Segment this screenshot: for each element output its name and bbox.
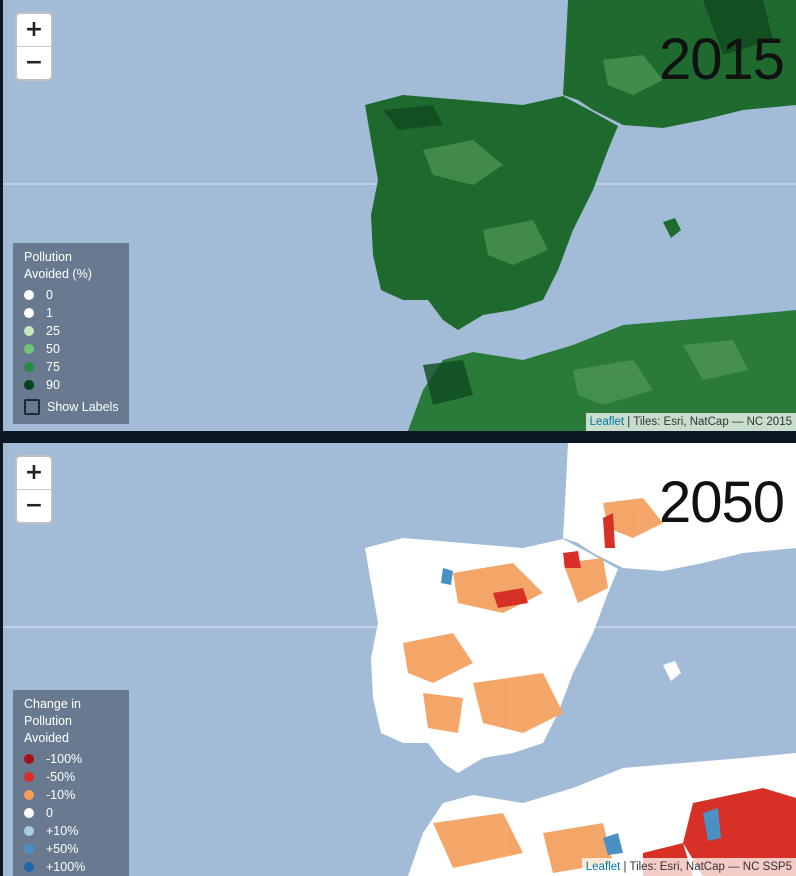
show-labels-label: Show Labels — [47, 400, 119, 414]
show-labels-toggle[interactable]: Show Labels — [24, 396, 119, 418]
land-balearic — [663, 661, 681, 681]
legend-swatch — [24, 344, 34, 354]
legend-label: 1 — [46, 306, 53, 320]
legend-label: 0 — [46, 806, 53, 820]
legend-label: -50% — [46, 770, 76, 784]
legend-item: +10% — [24, 822, 119, 840]
legend-swatch — [24, 826, 34, 836]
legend-item: 0 — [24, 286, 119, 304]
land-france — [563, 443, 796, 571]
legend-label: +100% — [46, 860, 86, 874]
legend-item: 1 — [24, 304, 119, 322]
attribution-text: | Tiles: Esri, NatCap — NC SSP5 — [620, 861, 792, 873]
zoom-out-button[interactable]: − — [17, 489, 51, 522]
legend-label: 25 — [46, 324, 60, 338]
land-balearic — [663, 218, 681, 238]
legend-label: -100% — [46, 752, 83, 766]
year-label: 2015 — [658, 27, 785, 92]
legend-title: Pollution Avoided (%) — [24, 250, 92, 281]
legend-change-pollution-avoided: Change in Pollution Avoided -100% -50% -… — [13, 690, 129, 876]
legend-label: +50% — [46, 842, 79, 856]
legend-item: 75 — [24, 358, 119, 376]
attribution-text: | Tiles: Esri, NatCap — NC 2015 — [624, 416, 792, 428]
leaflet-link[interactable]: Leaflet — [585, 861, 621, 873]
legend-item: -50% — [24, 768, 119, 786]
zoom-in-button[interactable]: + — [24, 17, 44, 42]
leaflet-link[interactable]: Leaflet — [589, 416, 625, 428]
legend-swatch — [24, 290, 34, 300]
map-2050[interactable]: 2050 + − Change in Pollution Avoided -10… — [3, 443, 796, 876]
map-attribution: Leaflet | Tiles: Esri, NatCap — NC SSP5 — [581, 858, 796, 876]
map-attribution: Leaflet | Tiles: Esri, NatCap — NC 2015 — [585, 413, 796, 431]
map-2050-tiles — [3, 443, 796, 876]
legend-label: +10% — [46, 824, 79, 838]
zoom-control: + − — [15, 12, 53, 81]
legend-title: Change in Pollution Avoided — [24, 697, 81, 745]
legend-item: 50 — [24, 340, 119, 358]
land-texture — [423, 55, 748, 405]
land-iberia — [365, 95, 618, 330]
change-blue-patches — [441, 568, 721, 855]
legend-swatch — [24, 844, 34, 854]
zoom-in-button[interactable]: + — [24, 460, 44, 485]
map-2015[interactable]: 2015 + − Pollution Avoided (%) 0 1 25 50… — [3, 0, 796, 431]
legend-item: 90 — [24, 376, 119, 394]
legend-swatch — [24, 862, 34, 872]
legend-label: 0 — [46, 288, 53, 302]
legend-swatch — [24, 790, 34, 800]
legend-label: 50 — [46, 342, 60, 356]
legend-swatch — [24, 808, 34, 818]
legend-swatch — [24, 754, 34, 764]
legend-item: -10% — [24, 786, 119, 804]
legend-item: 0 — [24, 804, 119, 822]
legend-item: +100% — [24, 858, 119, 876]
legend-label: 75 — [46, 360, 60, 374]
zoom-out-button[interactable]: − — [17, 46, 51, 79]
legend-label: 90 — [46, 378, 60, 392]
legend-item: +50% — [24, 840, 119, 858]
year-label: 2050 — [658, 470, 785, 535]
legend-item: 25 — [24, 322, 119, 340]
legend-label: -10% — [46, 788, 76, 802]
legend-swatch — [24, 380, 34, 390]
legend-swatch — [24, 308, 34, 318]
legend-swatch — [24, 362, 34, 372]
map-separator — [0, 431, 796, 443]
map-2015-tiles — [3, 0, 796, 431]
legend-swatch — [24, 772, 34, 782]
land-texture-dark — [383, 0, 773, 405]
show-labels-checkbox[interactable] — [24, 399, 40, 415]
zoom-control: + − — [15, 455, 53, 524]
legend-pollution-avoided: Pollution Avoided (%) 0 1 25 50 75 90 Sh… — [13, 243, 129, 424]
legend-swatch — [24, 326, 34, 336]
legend-item: -100% — [24, 750, 119, 768]
